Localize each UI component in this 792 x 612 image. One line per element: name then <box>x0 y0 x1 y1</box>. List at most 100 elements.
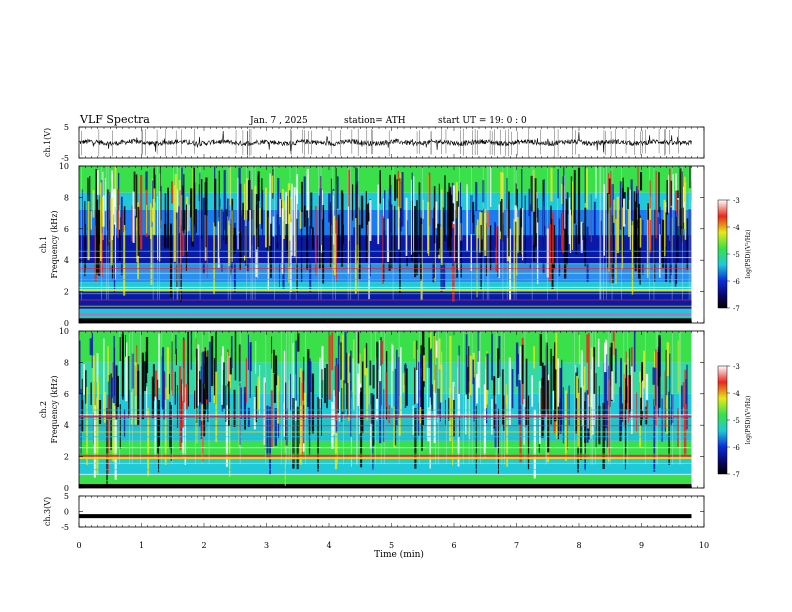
y-tick-label: 0 <box>64 484 69 493</box>
spectrum-streak <box>243 386 247 420</box>
spectrum-streak <box>275 355 278 386</box>
spectrum-streak <box>543 179 545 206</box>
spectrum-gap <box>81 166 82 300</box>
spectrum-streak <box>552 355 555 392</box>
spectrum-streak <box>79 340 81 394</box>
colorbar-tick-label: -4 <box>733 224 740 232</box>
spectrum-streak <box>576 375 579 399</box>
spectrum-gap <box>356 331 358 465</box>
spectrum-gap <box>595 331 596 465</box>
spectrum-streak <box>202 361 205 409</box>
ch2-spectrogram-panel: 0 2 4 6 8 10 ch.2 Frequency (kHz) <box>39 327 705 493</box>
spectrum-streak <box>110 377 113 398</box>
figure-title: VLF Spectra <box>79 113 150 126</box>
spectrum-streak <box>437 388 440 417</box>
colorbar-tick-label: -7 <box>733 305 740 313</box>
spectrum-streak <box>533 211 535 262</box>
spectrum-streak <box>631 225 634 295</box>
spectrum-streak <box>173 185 176 262</box>
spectrum-streak <box>299 377 301 445</box>
spectrum-streak <box>326 364 328 409</box>
spectrum-streak <box>296 218 298 295</box>
spectrum-streak <box>352 384 355 411</box>
spectrum-streak <box>637 166 639 193</box>
spectrum-streak <box>218 170 220 218</box>
spectrum-streak <box>666 180 669 215</box>
spectrum-streak <box>405 197 408 256</box>
spectrum-streak <box>428 337 430 368</box>
spectrum-streak <box>525 358 528 425</box>
spectrum-streak <box>158 191 161 262</box>
spectrum-streak <box>533 409 536 479</box>
spectrum-streak <box>195 208 197 233</box>
spectrum-streak <box>433 379 436 444</box>
spectrum-streak <box>272 349 275 373</box>
y-tick-label: 2 <box>64 453 69 462</box>
y-tick-label: 2 <box>64 288 69 297</box>
spectrum-streak <box>107 346 109 382</box>
spectrum-streak <box>347 382 349 416</box>
spectrum-streak <box>227 352 229 384</box>
spectrum-streak <box>383 389 385 442</box>
spectrum-gap <box>119 331 120 465</box>
spectrum-streak <box>393 406 396 448</box>
spectrum-gap <box>254 166 256 300</box>
spectrum-streak <box>585 168 588 209</box>
spectrum-streak <box>85 223 87 270</box>
spectrum-streak <box>536 222 539 284</box>
spectrum-streak <box>205 177 208 248</box>
spectrum-gap <box>479 331 481 465</box>
y-tick-label: -5 <box>61 523 69 532</box>
spectrum-streak <box>515 342 519 387</box>
spectrum-streak <box>248 171 251 240</box>
spectrum-line <box>79 286 692 288</box>
spectrum-gap <box>292 331 294 465</box>
spectrum-streak <box>289 190 291 214</box>
spectrum-gap <box>107 166 109 300</box>
spectrum-streak <box>123 206 126 231</box>
spectrum-streak <box>166 347 170 400</box>
spectrum-gap <box>606 166 608 300</box>
spectrum-streak <box>225 385 227 422</box>
spectrum-streak <box>550 348 552 425</box>
x-tick-label: 0 <box>76 541 81 550</box>
spectrum-streak <box>90 382 92 405</box>
spectrum-gap <box>252 166 254 300</box>
ch1-waveform-panel: 5 -5 ch.1(V) <box>43 123 705 163</box>
spectrum-streak <box>675 173 677 191</box>
spectrum-streak <box>398 356 400 418</box>
spectrum-streak <box>470 195 473 235</box>
spectrum-streak <box>418 182 421 255</box>
spectrum-streak <box>450 194 453 238</box>
spectrum-streak <box>350 350 352 391</box>
spectrum-streak <box>388 188 391 250</box>
spectrum-streak <box>506 200 509 238</box>
spectrum-streak <box>364 348 367 376</box>
ch1-trace <box>78 130 692 153</box>
spectrum-streak <box>442 207 445 228</box>
spectrum-streak <box>536 198 538 218</box>
spectrum-streak <box>642 220 644 275</box>
spectrum-streak <box>262 190 264 260</box>
spectrum-streak <box>422 331 425 378</box>
spectrum-streak <box>652 367 655 385</box>
spectrum-gap <box>462 331 464 465</box>
spectrum-streak <box>498 204 500 279</box>
spectrum-streak <box>300 181 303 212</box>
spectrum-streak <box>150 227 153 285</box>
spectrum-streak <box>627 375 629 423</box>
spectrum-streak <box>223 362 225 409</box>
spectrum-streak <box>335 365 337 422</box>
spectrum-streak <box>566 192 569 215</box>
spectrum-streak <box>114 406 117 480</box>
spectrum-streak <box>404 363 407 408</box>
spectrum-streak <box>255 194 258 250</box>
spectrum-streak <box>647 211 649 236</box>
spectrum-gap <box>482 166 484 300</box>
spectrum-streak <box>99 210 101 244</box>
channel-label: ch.2 <box>39 401 48 418</box>
spectrum-gap <box>384 331 386 465</box>
spectrum-streak <box>448 398 450 421</box>
spectrum-streak <box>285 382 287 440</box>
start-time-label: start UT = 19: 0 : 0 <box>438 116 527 126</box>
